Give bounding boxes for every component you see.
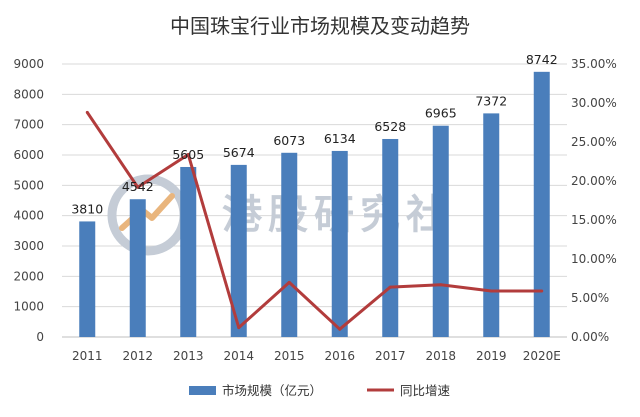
legend-swatch-bar [189,386,216,395]
bar-value-label: 3810 [71,201,103,216]
left-axis-tick-label: 8000 [13,87,44,101]
left-axis-tick-label: 7000 [13,118,44,132]
left-axis-tick-label: 5000 [13,178,44,192]
left-axis-tick-label: 9000 [13,57,44,71]
watermark-logo-arrow [119,193,175,231]
x-axis-tick-label: 2011 [72,349,103,363]
legend-label-line: 同比增速 [400,383,451,398]
bar [382,138,399,337]
growth-point [85,110,89,114]
bar [533,71,550,338]
x-axis-tick-label: 2014 [223,349,254,363]
bar [281,152,298,337]
right-axis-tick-label: 15.00% [571,213,617,227]
bar [483,113,500,338]
bar-value-label: 8742 [526,52,558,67]
growth-point [136,185,140,189]
bar-value-label: 4542 [122,179,154,194]
bar-value-label: 5605 [172,147,204,162]
growth-point [439,283,443,287]
growth-point [186,152,190,156]
x-axis-ticks: 2011 2012 2013 2014 2015 2016 2017 2018 2019 2020… [72,349,561,363]
bar-value-label: 7372 [475,93,507,108]
left-axis-tick-label: 4000 [13,209,44,223]
x-axis-tick-label: 2019 [476,349,507,363]
growth-point [388,285,392,289]
bar [180,166,197,337]
growth-point [237,326,241,330]
right-axis-tick-label: 10.00% [571,252,617,266]
growth-point [540,289,544,293]
growth-point [287,280,291,284]
left-axis-tick-label: 0 [36,330,44,344]
x-axis-tick-label: 2013 [173,349,204,363]
right-axis-tick-label: 20.00% [571,174,617,188]
growth-line [86,111,542,331]
left-axis-tick-label: 3000 [13,239,44,253]
right-axis-tick-label: 30.00% [571,96,617,110]
bar [230,164,247,337]
right-axis-tick-label: 35.00% [571,57,617,71]
bar [79,221,96,337]
right-axis-tick-label: 25.00% [571,135,617,149]
data-labels: 3810 4542 5605 5674 6073 6134 6528 6965 7372 8742 [71,52,557,217]
growth-point [489,289,493,293]
right-axis-ticks: 0.00% 5.00% 10.00% 15.00% 20.00% 25.00% 30.00%… [571,57,617,344]
gridlines [62,63,567,338]
bar-series [79,71,550,338]
chart-title: 中国珠宝行业市场规模及变动趋势 [170,14,470,38]
x-axis-tick-label: 2017 [375,349,406,363]
left-axis-ticks: 0 1000 2000 3000 4000 5000 6000 7000 8000 9000 [13,57,44,344]
bar [432,125,449,337]
growth-point [338,327,342,331]
x-axis-tick-label: 2018 [425,349,456,363]
bar-value-label: 6134 [324,131,356,146]
legend: 市场规模（亿元） 同比增速 [189,383,451,398]
line-series [85,110,544,331]
left-axis-tick-label: 6000 [13,148,44,162]
x-axis-tick-label: 2020E [523,349,561,363]
x-axis-tick-label: 2012 [122,349,153,363]
left-axis-tick-label: 2000 [13,269,44,283]
right-axis-tick-label: 0.00% [571,330,609,344]
bar [331,150,348,337]
x-axis-tick-label: 2015 [274,349,305,363]
legend-label-bar: 市场规模（亿元） [222,383,322,398]
right-axis-tick-label: 5.00% [571,291,609,305]
bar-value-label: 5674 [223,145,255,160]
bar-value-label: 6528 [374,119,406,134]
bar-value-label: 6965 [425,106,457,121]
bar-value-label: 6073 [273,133,305,148]
left-axis-tick-label: 1000 [13,300,44,314]
bar [129,199,146,337]
x-axis-tick-label: 2016 [324,349,355,363]
